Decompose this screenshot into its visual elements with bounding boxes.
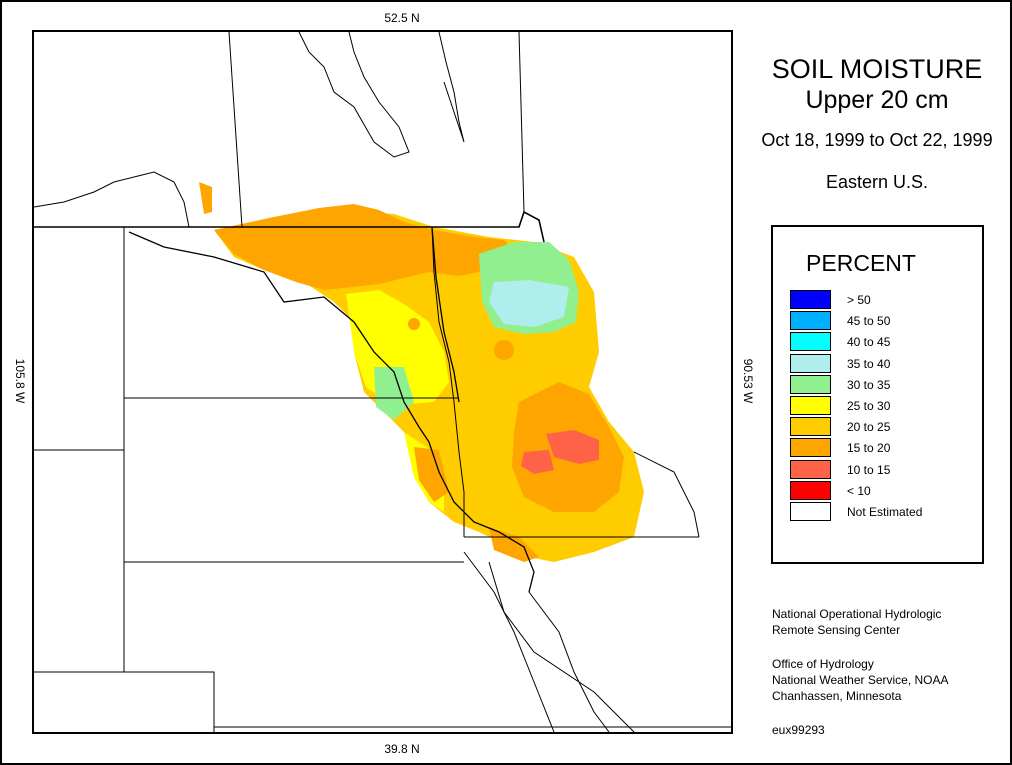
state-line-co [34, 671, 215, 732]
map-title: SOIL MOISTURE [771, 54, 983, 84]
moisture-field [199, 182, 644, 562]
right-longitude-label: 90.53 W [741, 358, 755, 404]
product-id: eux99293 [772, 723, 825, 737]
lakes-north-west [34, 171, 190, 228]
legend-swatch [790, 438, 831, 458]
moisture-spot-1 [494, 340, 514, 360]
bottom-latitude-label: 39.8 N [384, 742, 420, 756]
region-label: Eastern U.S. [825, 172, 929, 192]
moisture-spot-3 [572, 403, 586, 417]
missouri-river [128, 231, 535, 593]
state-line-wi [633, 451, 700, 538]
soil-moisture-map [32, 30, 733, 734]
moisture-zone-15-20-west-south [414, 447, 449, 502]
left-longitude-label: 105.8 W [13, 358, 27, 404]
state-line-sd-mn [453, 401, 465, 537]
platte-river [463, 551, 555, 732]
legend-label: 40 to 45 [847, 335, 891, 350]
red-river [431, 226, 460, 403]
moisture-zone-35-40 [489, 280, 569, 327]
legend-swatch [790, 353, 831, 373]
credit-line-1: National Operational Hydrologic [772, 607, 942, 621]
top-latitude-label: 52.5 N [384, 11, 420, 25]
boundaries [34, 32, 731, 732]
credit-line-4: National Weather Service, NOAA [772, 673, 949, 687]
moisture-zone-15-20-nw [199, 182, 212, 214]
moisture-zone-30-35-west [374, 367, 414, 420]
moisture-zone-25-30-west [346, 290, 449, 404]
legend-label: 30 to 35 [847, 377, 891, 392]
moisture-zone-10-15-a [546, 430, 599, 464]
moisture-spot-2 [408, 318, 420, 330]
legend-label: 45 to 50 [847, 314, 891, 329]
mississippi-river [528, 591, 610, 732]
legend-label: 20 to 25 [847, 420, 891, 435]
legend-label: 25 to 30 [847, 399, 891, 413]
moisture-zone-15-20-north [214, 204, 514, 290]
state-line-mo [488, 561, 635, 732]
legend-swatch [790, 459, 831, 479]
legend-label: > 50 [847, 293, 871, 307]
map-subtitle: Upper 20 cm [805, 86, 949, 114]
credit-line-5: Chanhassen, Minnesota [772, 689, 902, 703]
legend-title: PERCENT [806, 250, 916, 276]
legend-swatch [790, 417, 831, 437]
legend-label: 35 to 40 [847, 356, 891, 371]
legend-label: Not Estimated [847, 505, 923, 519]
lake-manitoba [438, 32, 465, 143]
map-canvas [34, 32, 731, 732]
province-line-1 [228, 32, 243, 228]
legend-swatch [790, 290, 831, 309]
credit-line-2: Remote Sensing Center [772, 623, 901, 637]
lake-winnipeg [298, 32, 410, 158]
legend-label: 10 to 15 [847, 462, 891, 477]
province-line-2 [518, 32, 525, 213]
legend-swatch [790, 374, 831, 394]
legend-label: 15 to 20 [847, 441, 891, 456]
credit-line-3: Office of Hydrology [772, 657, 874, 671]
legend-swatch [790, 480, 831, 500]
date-range: Oct 18, 1999 to Oct 22, 1999 [761, 130, 993, 150]
legend: PERCENT > 50 45 to 50 40 to 45 35 to 40 30 t… [771, 225, 984, 564]
legend-swatch [790, 332, 831, 352]
legend-swatch [790, 502, 831, 521]
state-line-nd-mn [431, 226, 455, 403]
legend-label: < 10 [847, 483, 871, 498]
moisture-zone-10-15-b [521, 450, 554, 474]
legend-swatch [790, 311, 831, 331]
legend-swatch [790, 396, 831, 415]
